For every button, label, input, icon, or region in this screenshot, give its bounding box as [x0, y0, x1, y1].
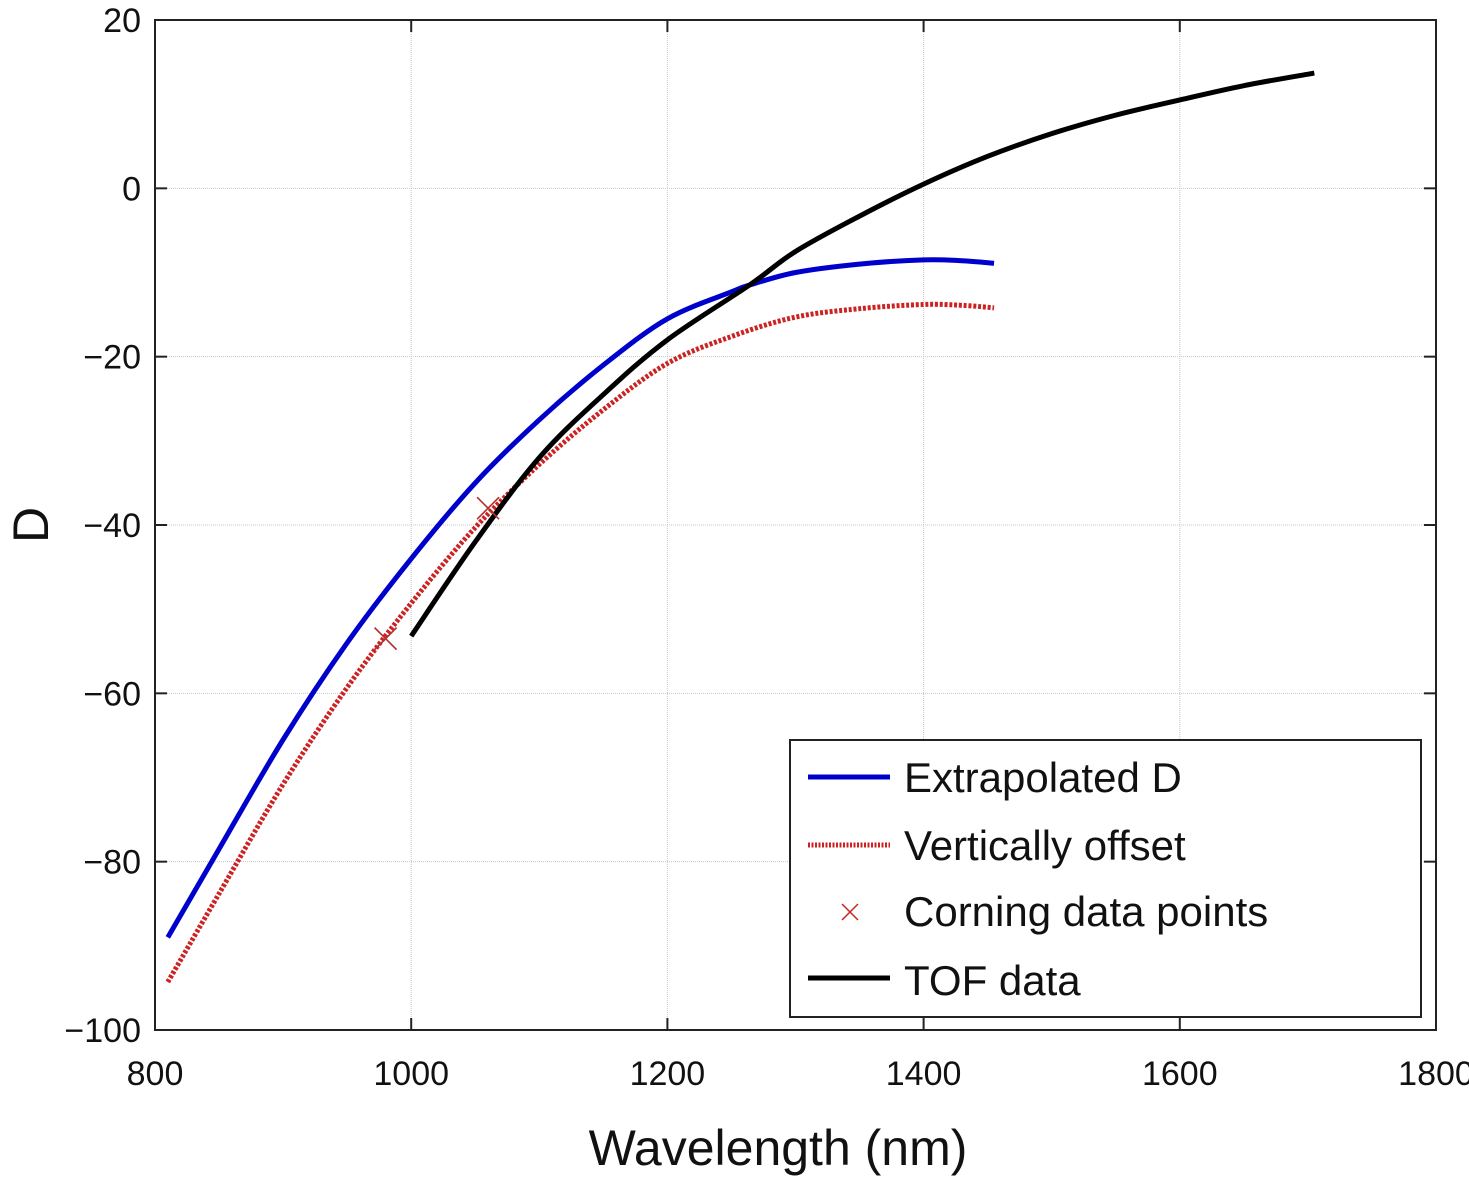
legend-label-corning-data-points: Corning data points — [904, 888, 1268, 935]
legend-swatch-x-marker-icon — [841, 903, 859, 921]
y-tick-label: 20 — [103, 2, 141, 40]
ticks — [154, 19, 1437, 1031]
corning-data-point — [476, 496, 500, 520]
legend-entry-tof-data: TOF data — [808, 957, 1081, 1004]
legend-entry-corning-data-points: Corning data points — [841, 888, 1268, 935]
y-tick-label: −100 — [64, 1012, 141, 1050]
y-tick-labels: 20 0 −20 −40 −60 −80 −100 — [64, 2, 141, 1050]
x-tick-label: 1400 — [886, 1055, 962, 1093]
legend-label-extrapolated-d: Extrapolated D — [904, 754, 1182, 801]
y-tick-label: 0 — [122, 170, 141, 208]
x-tick-label: 1800 — [1398, 1055, 1469, 1093]
legend-label-vertically-offset: Vertically offset — [904, 822, 1186, 869]
x-tick-labels: 800 1000 1200 1400 1600 1800 — [127, 1055, 1469, 1093]
series-line-tof-data — [409, 70, 1315, 638]
legend-label-tof-data: TOF data — [904, 957, 1081, 1004]
legend-entry-vertically-offset: Vertically offset — [808, 822, 1186, 869]
legend-box — [789, 739, 1422, 1018]
series-layer — [165, 70, 1315, 984]
x-tick-label: 800 — [127, 1055, 184, 1093]
y-tick-label: −20 — [83, 339, 141, 377]
y-tick-label: −60 — [83, 675, 141, 713]
x-tick-label: 1000 — [373, 1055, 449, 1093]
x-axis-title: Wavelength (nm) — [589, 1120, 968, 1176]
x-tick-label: 1200 — [630, 1055, 706, 1093]
y-tick-label: −40 — [83, 507, 141, 545]
legend-entry-extrapolated-d: Extrapolated D — [808, 754, 1182, 801]
series-line-vertically-offset — [165, 301, 995, 984]
y-axis-title: D — [3, 507, 59, 543]
series-line-extrapolated-d — [165, 257, 995, 939]
y-tick-label: −80 — [83, 844, 141, 882]
corning-data-point — [374, 627, 398, 651]
x-tick-label: 1600 — [1142, 1055, 1218, 1093]
legend: Extrapolated D Vertically offset Corning… — [789, 739, 1422, 1018]
